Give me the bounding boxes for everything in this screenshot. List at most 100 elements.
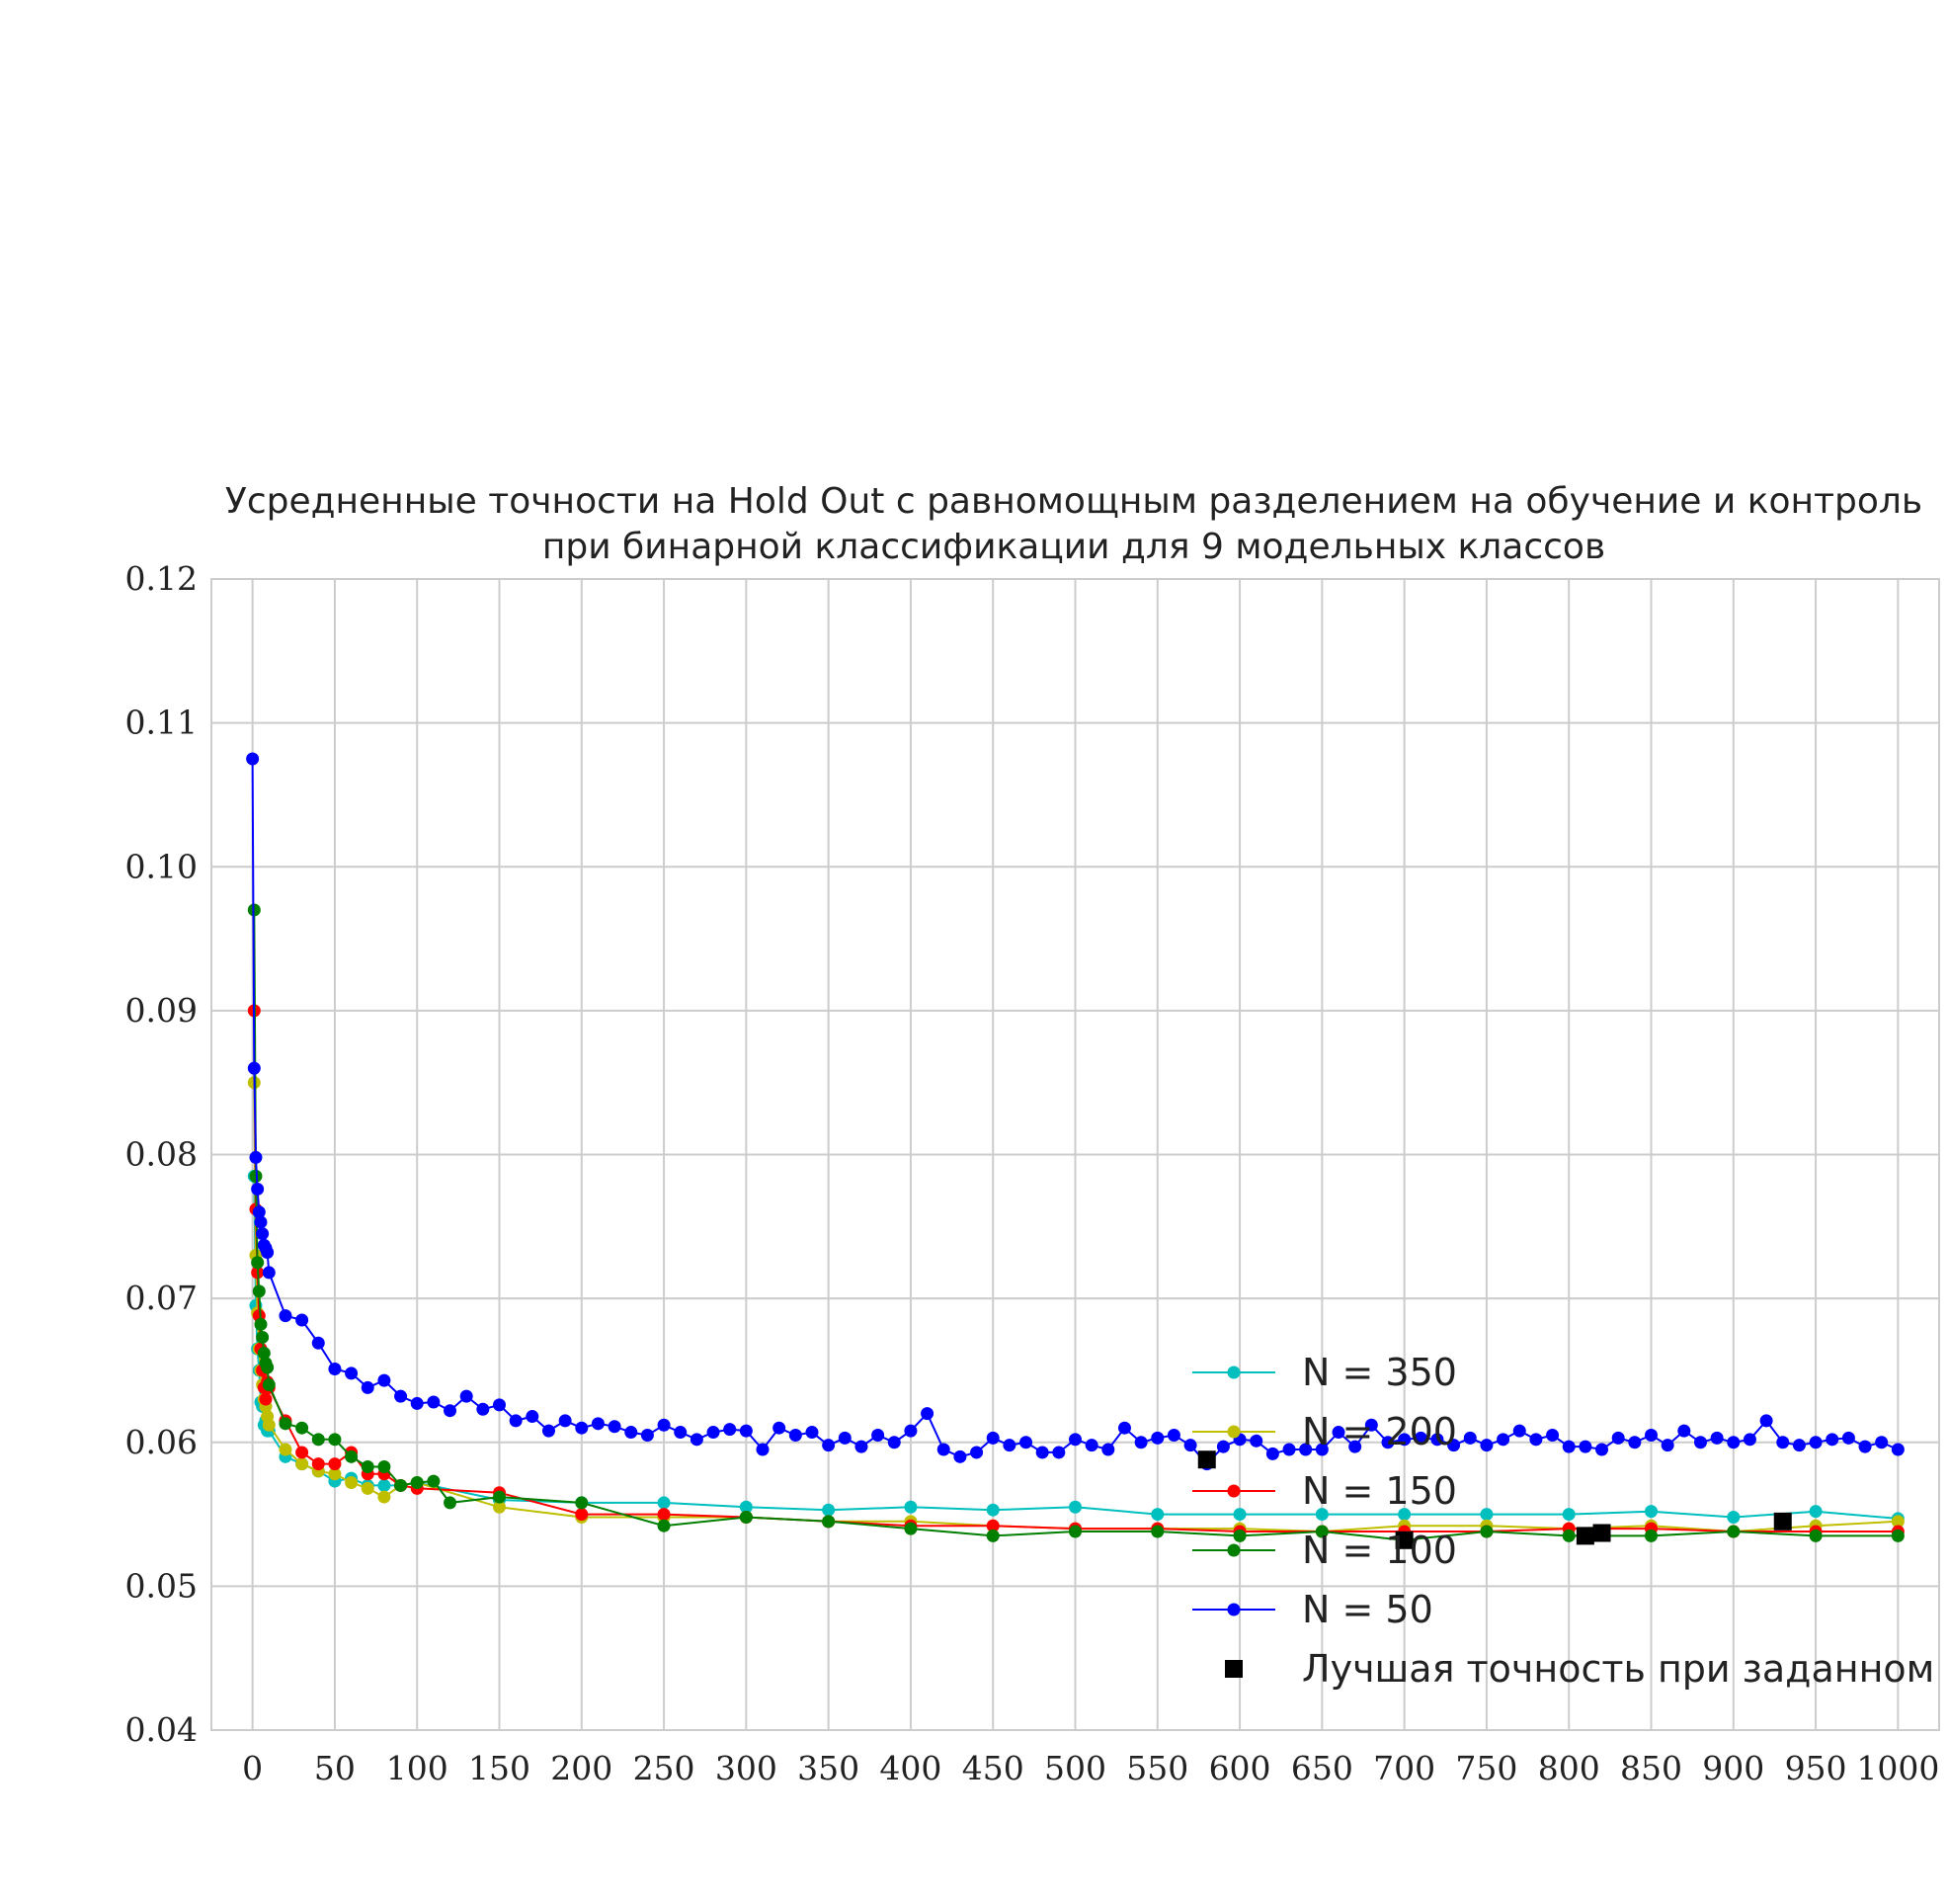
data-point	[1167, 1428, 1180, 1442]
legend-label: N = 50	[1302, 1588, 1433, 1631]
y-tick-label: 0.09	[125, 991, 198, 1030]
data-point	[252, 1205, 266, 1219]
x-tick-label: 600	[1209, 1749, 1271, 1787]
x-tick-label: 500	[1044, 1749, 1106, 1787]
data-point	[1101, 1443, 1115, 1456]
data-point	[1858, 1440, 1872, 1453]
data-point	[257, 1346, 271, 1360]
data-point	[1645, 1505, 1658, 1519]
legend-marker-swatch	[1227, 1484, 1241, 1498]
data-point	[1463, 1431, 1477, 1445]
data-point	[1595, 1443, 1609, 1456]
legend-item-4: N = 50	[1192, 1588, 1433, 1631]
data-point	[1529, 1433, 1543, 1447]
data-point	[1841, 1431, 1855, 1445]
data-point	[1891, 1515, 1905, 1529]
data-point	[624, 1426, 638, 1440]
data-point	[657, 1418, 671, 1432]
data-point	[377, 1490, 391, 1504]
legend-label: N = 100	[1302, 1529, 1457, 1572]
data-point	[311, 1457, 325, 1471]
data-point	[1151, 1525, 1165, 1538]
data-point	[476, 1402, 490, 1416]
data-point	[970, 1446, 984, 1459]
data-point	[822, 1515, 836, 1529]
data-point	[657, 1519, 671, 1532]
data-point	[904, 1424, 918, 1438]
data-point	[986, 1503, 1000, 1517]
data-point	[739, 1424, 753, 1438]
legend-label: N = 150	[1302, 1469, 1457, 1513]
data-point	[261, 1246, 275, 1260]
x-tick-label: 350	[797, 1749, 859, 1787]
data-point	[1233, 1529, 1247, 1542]
data-point	[986, 1519, 1000, 1532]
data-point	[1480, 1439, 1494, 1452]
data-point	[788, 1428, 802, 1442]
best-point-marker	[1197, 1450, 1216, 1469]
data-point	[493, 1490, 506, 1504]
data-point	[252, 1284, 266, 1298]
y-tick-label: 0.10	[125, 847, 198, 885]
x-axis-ticks: 0 50 100 150 200 250 300 350 400 450 500 550 600 650 7…	[242, 1749, 1939, 1787]
data-point	[394, 1389, 408, 1403]
data-point	[591, 1417, 605, 1431]
y-tick-label: 0.12	[125, 559, 198, 598]
y-axis-ticks: 0.04 0.05 0.06 0.07 0.08 0.09 0.10 0.11 0.12	[125, 559, 198, 1749]
data-point	[1430, 1433, 1444, 1447]
legend-item-0: N = 350	[1192, 1351, 1457, 1394]
data-point	[1776, 1436, 1790, 1449]
data-point	[1480, 1525, 1494, 1538]
legend-label: N = 350	[1302, 1351, 1457, 1394]
legend-marker-swatch	[1227, 1425, 1241, 1439]
data-point	[575, 1421, 589, 1435]
data-point	[254, 1317, 268, 1331]
x-tick-label: 200	[550, 1749, 612, 1787]
data-point	[822, 1439, 836, 1452]
data-point	[723, 1423, 737, 1437]
x-tick-label: 1000	[1856, 1749, 1939, 1787]
data-point	[254, 1215, 268, 1229]
data-point	[1069, 1525, 1082, 1538]
data-point	[608, 1420, 621, 1434]
data-point	[1250, 1434, 1263, 1448]
data-point	[251, 1182, 265, 1196]
data-point	[444, 1496, 457, 1510]
data-point	[328, 1362, 342, 1375]
plot-frame	[210, 578, 1940, 1731]
data-point	[526, 1410, 539, 1424]
x-tick-label: 550	[1126, 1749, 1188, 1787]
data-point	[410, 1476, 424, 1490]
data-point	[1727, 1525, 1741, 1538]
data-point	[1677, 1424, 1691, 1438]
data-point	[772, 1421, 786, 1435]
data-point	[657, 1496, 671, 1510]
data-point	[904, 1500, 918, 1514]
data-point	[427, 1395, 441, 1409]
x-tick-label: 750	[1455, 1749, 1517, 1787]
data-point	[256, 1330, 270, 1344]
x-tick-label: 650	[1291, 1749, 1353, 1787]
best-point-marker	[1592, 1524, 1611, 1542]
data-point	[1019, 1436, 1033, 1449]
data-point	[295, 1421, 309, 1435]
data-point	[986, 1529, 1000, 1542]
data-point	[361, 1380, 374, 1394]
series-4	[246, 752, 1905, 1471]
data-point	[739, 1510, 753, 1524]
data-point	[854, 1440, 868, 1453]
x-tick-label: 900	[1702, 1749, 1764, 1787]
legend-item-3: N = 100	[1192, 1529, 1457, 1572]
x-tick-label: 250	[633, 1749, 695, 1787]
x-tick-label: 150	[468, 1749, 530, 1787]
data-point	[657, 1508, 671, 1522]
data-point	[1069, 1500, 1082, 1514]
data-point	[493, 1500, 506, 1514]
data-point	[1693, 1436, 1707, 1449]
data-point	[295, 1446, 309, 1459]
data-point	[575, 1508, 589, 1522]
data-point	[838, 1431, 852, 1445]
data-point	[377, 1373, 391, 1387]
data-point	[1414, 1431, 1427, 1445]
data-point	[345, 1476, 359, 1490]
